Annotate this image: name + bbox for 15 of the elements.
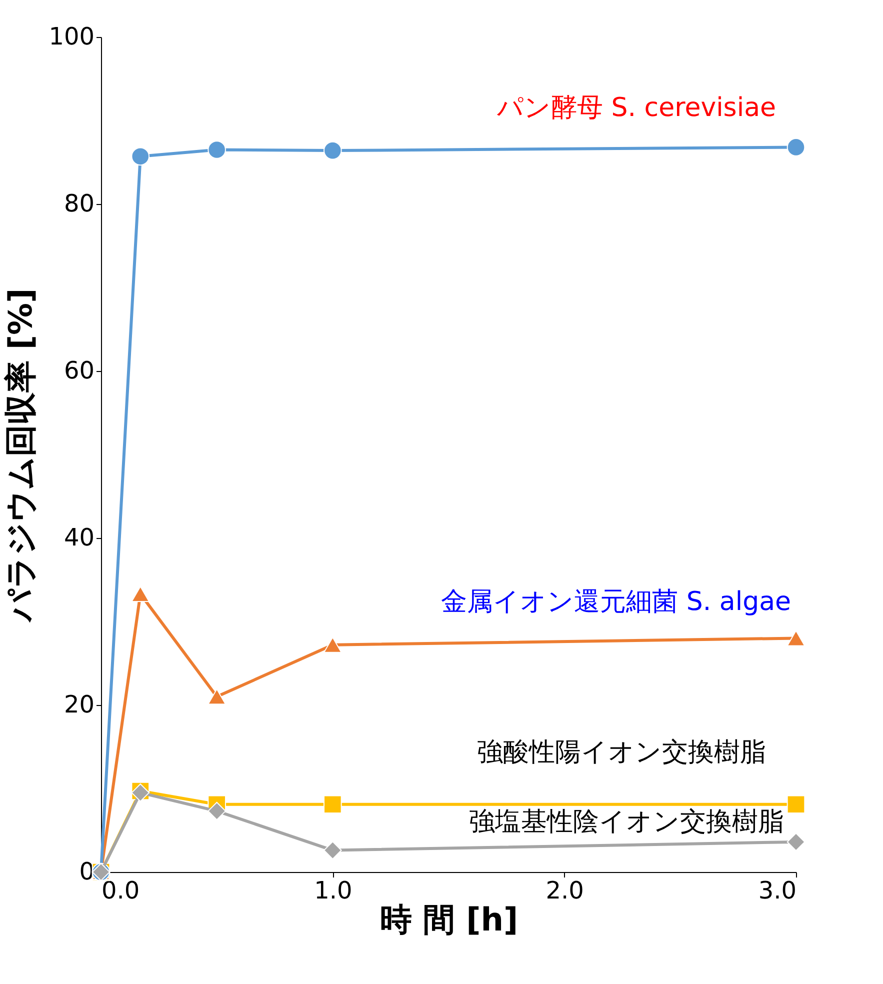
y-tick-label: 20 bbox=[64, 690, 94, 718]
series-label: 金属イオン還元細菌 S. algae bbox=[441, 587, 791, 618]
x-axis-title: 時 間 [h] bbox=[380, 900, 518, 938]
series-label: 強塩基性陰イオン交換樹脂 bbox=[469, 806, 784, 837]
x-tick-label: 0.0 bbox=[102, 876, 140, 904]
y-tick-label: 80 bbox=[64, 190, 94, 218]
x-tick-label: 1.0 bbox=[314, 876, 352, 904]
series-label: 強酸性陽イオン交換樹脂 bbox=[477, 737, 766, 768]
y-tick-label: 100 bbox=[48, 22, 94, 50]
x-tick-label: 2.0 bbox=[546, 876, 584, 904]
y-axis-title: パラジウム回収率 [%] bbox=[2, 288, 40, 624]
series-label: パン酵母 S. cerevisiae bbox=[496, 93, 776, 124]
x-tick-label: 3.0 bbox=[758, 876, 796, 904]
y-tick-label: 60 bbox=[64, 356, 94, 384]
y-tick-label: 40 bbox=[64, 524, 94, 552]
